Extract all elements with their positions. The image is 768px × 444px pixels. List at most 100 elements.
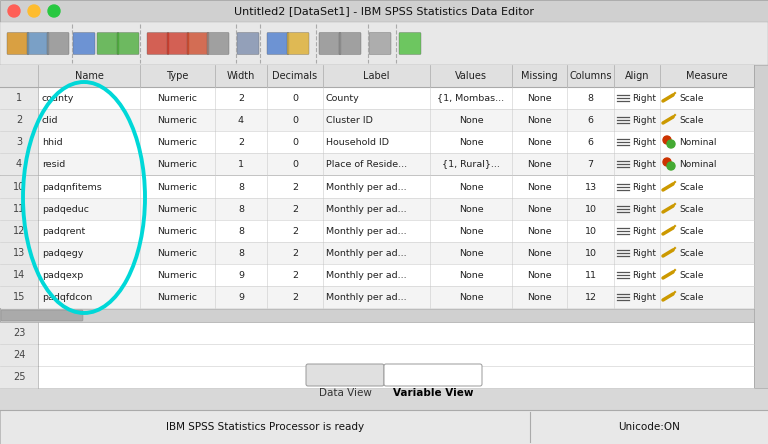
Text: None: None (527, 159, 552, 169)
FancyBboxPatch shape (399, 32, 421, 55)
Text: Align: Align (624, 71, 649, 81)
Text: Numeric: Numeric (157, 293, 197, 301)
Text: padqeduc: padqeduc (42, 205, 89, 214)
Text: county: county (42, 94, 74, 103)
Text: None: None (527, 249, 552, 258)
Bar (0, 65, 754, 87)
Text: padqegy: padqegy (42, 249, 84, 258)
Text: Cluster ID: Cluster ID (326, 115, 373, 124)
FancyBboxPatch shape (117, 32, 139, 55)
Text: padqrent: padqrent (42, 226, 85, 235)
Text: 8: 8 (588, 94, 594, 103)
Text: Untitled2 [DataSet1] - IBM SPSS Statistics Data Editor: Untitled2 [DataSet1] - IBM SPSS Statisti… (234, 6, 534, 16)
Text: Type: Type (167, 71, 189, 81)
Text: 3: 3 (16, 137, 22, 147)
Bar (0, 87, 754, 109)
Bar (0, 410, 768, 444)
Bar (0, 198, 38, 220)
Bar (0, 22, 768, 65)
Text: 2: 2 (292, 205, 298, 214)
Text: None: None (527, 293, 552, 301)
Text: 10: 10 (13, 182, 25, 192)
FancyBboxPatch shape (187, 32, 209, 55)
Text: Numeric: Numeric (157, 182, 197, 191)
Text: 13: 13 (13, 248, 25, 258)
Text: 8: 8 (238, 205, 244, 214)
FancyBboxPatch shape (207, 32, 229, 55)
Bar (0, 309, 754, 322)
Text: 2: 2 (292, 270, 298, 280)
Bar (0, 286, 38, 308)
Text: None: None (458, 182, 483, 191)
Text: Label: Label (363, 71, 389, 81)
Text: Numeric: Numeric (157, 226, 197, 235)
Circle shape (8, 5, 20, 17)
Text: None: None (527, 270, 552, 280)
Text: Scale: Scale (679, 94, 703, 103)
Text: County: County (326, 94, 359, 103)
Text: Monthly per ad...: Monthly per ad... (326, 205, 406, 214)
Text: Numeric: Numeric (157, 270, 197, 280)
Text: 11: 11 (584, 270, 597, 280)
Bar (0, 388, 768, 410)
Text: Width: Width (227, 71, 255, 81)
Text: Right: Right (632, 182, 656, 191)
Text: 0: 0 (292, 94, 298, 103)
Text: Numeric: Numeric (157, 205, 197, 214)
Text: Name: Name (74, 71, 104, 81)
Text: padqfdcon: padqfdcon (42, 293, 92, 301)
Text: Monthly per ad...: Monthly per ad... (326, 226, 406, 235)
Text: 4: 4 (238, 115, 244, 124)
Bar (0, 220, 38, 242)
Text: None: None (458, 115, 483, 124)
Text: 1: 1 (16, 93, 22, 103)
Text: 13: 13 (584, 182, 597, 191)
Bar (0, 131, 38, 153)
Text: {1, Mombas...: {1, Mombas... (438, 94, 505, 103)
Bar (0, 220, 754, 242)
FancyBboxPatch shape (167, 32, 189, 55)
Bar (0, 344, 754, 366)
Text: Monthly per ad...: Monthly per ad... (326, 249, 406, 258)
Text: None: None (458, 270, 483, 280)
Text: padqnfitems: padqnfitems (42, 182, 101, 191)
Bar (0, 0, 768, 22)
Text: Right: Right (632, 270, 656, 280)
Text: Scale: Scale (679, 249, 703, 258)
FancyBboxPatch shape (147, 32, 169, 55)
Text: Scale: Scale (679, 293, 703, 301)
Text: 10: 10 (584, 226, 597, 235)
Bar (0, 87, 38, 109)
Text: Right: Right (632, 249, 656, 258)
Text: Nominal: Nominal (679, 138, 717, 147)
Text: 12: 12 (584, 293, 597, 301)
Text: Unicode:ON: Unicode:ON (618, 422, 680, 432)
Text: 24: 24 (13, 350, 25, 360)
Text: Missing: Missing (521, 71, 558, 81)
Circle shape (667, 162, 675, 170)
Bar (0, 264, 754, 286)
Text: None: None (527, 94, 552, 103)
Bar (0, 109, 754, 131)
Text: 9: 9 (238, 270, 244, 280)
Text: Columns: Columns (569, 71, 612, 81)
Text: Place of Reside...: Place of Reside... (326, 159, 407, 169)
Bar (0, 153, 38, 175)
Text: 12: 12 (13, 226, 25, 236)
Text: hhid: hhid (42, 138, 63, 147)
Text: Household ID: Household ID (326, 138, 389, 147)
FancyBboxPatch shape (27, 32, 49, 55)
Text: 15: 15 (13, 292, 25, 302)
Text: Right: Right (632, 293, 656, 301)
Text: Scale: Scale (679, 226, 703, 235)
Text: Numeric: Numeric (157, 159, 197, 169)
Bar (0, 366, 38, 388)
Text: Right: Right (632, 226, 656, 235)
Text: resid: resid (42, 159, 65, 169)
Bar (0, 153, 754, 175)
Text: 2: 2 (238, 138, 244, 147)
Bar (0, 322, 38, 344)
Text: None: None (527, 182, 552, 191)
FancyBboxPatch shape (1, 310, 83, 321)
Text: Scale: Scale (679, 205, 703, 214)
